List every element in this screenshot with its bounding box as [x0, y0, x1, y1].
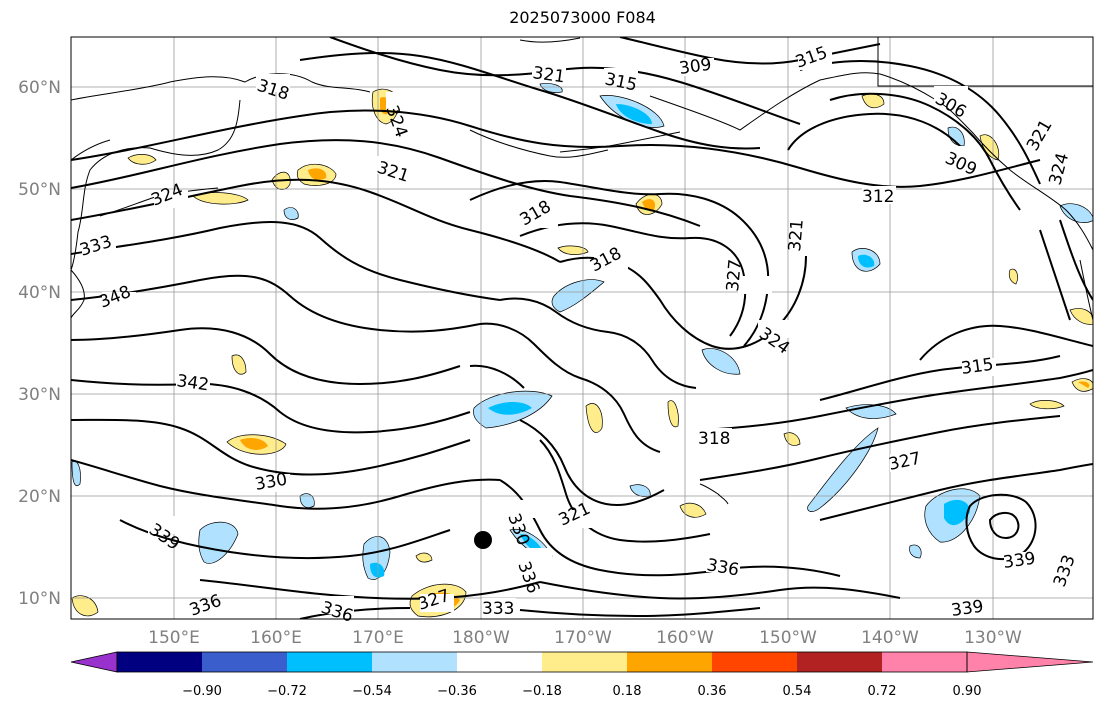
contour-label: 318 [698, 429, 730, 449]
lon-label: 140°W [861, 628, 919, 648]
positive-anomaly-core [240, 438, 268, 450]
positive-anomaly-region [1069, 308, 1093, 325]
hawaii-islands [699, 483, 729, 505]
negative-anomaly-core [944, 499, 970, 526]
colorbar-extend-low [70, 651, 118, 673]
negative-anomaly-region [551, 279, 605, 313]
negative-anomaly-region [701, 348, 741, 375]
colorbar-tick-label: 0.72 [868, 684, 897, 699]
colorbar-tick-label: −0.54 [352, 684, 392, 699]
colorbar-segment [117, 652, 202, 672]
lat-label: 40°N [18, 283, 61, 303]
negative-anomaly-region [1059, 203, 1093, 223]
contour-lines [71, 37, 1093, 619]
lon-label: 170°E [352, 628, 404, 648]
positive-anomaly-region [231, 354, 247, 375]
lon-label: 160°E [250, 628, 302, 648]
colorbar-tick-label: 0.90 [953, 684, 982, 699]
positive-anomaly-region [979, 134, 1000, 161]
contour-label: 342 [175, 371, 210, 395]
positive-anomaly-region [71, 595, 99, 617]
colorbar-tick-label: 0.54 [783, 684, 812, 699]
colorbar-tick-label: −0.72 [267, 684, 307, 699]
negative-anomaly-core [488, 402, 532, 415]
contour-label: 327 [723, 258, 746, 292]
colorbar-segment [712, 652, 797, 672]
lon-label: 150°E [148, 628, 200, 648]
contour-label: 333 [482, 599, 514, 619]
alaska-gulf-coast [879, 73, 1093, 251]
colorbar-segment [287, 652, 372, 672]
longitude-labels: 150°E 160°E 170°E 180°W 170°W 160°W 150°… [148, 628, 1022, 648]
japan-coast [71, 269, 85, 319]
negative-anomaly-region [283, 207, 299, 220]
lat-label: 10°N [18, 589, 61, 609]
colorbar-segment [542, 652, 627, 672]
contour-labels: 318 321 315 309 315 306 324 321 309 321 … [77, 43, 1098, 627]
positive-anomaly-region [415, 552, 433, 563]
positive-anomaly-region [1071, 378, 1093, 392]
contour-label: 309 [678, 55, 713, 79]
negative-anomaly-core [370, 562, 385, 578]
contour-label: 321 [785, 218, 808, 252]
negative-anomaly-region [539, 83, 563, 93]
contour-label: 339 [950, 597, 985, 621]
aleutian-islands [559, 131, 681, 153]
lat-label: 20°N [18, 487, 61, 507]
storm-center-marker [474, 531, 492, 549]
lon-label: 130°W [964, 628, 1022, 648]
lat-label: 60°N [18, 78, 61, 98]
sea-of-okhotsk-coast [71, 139, 111, 161]
positive-anomaly-region [1008, 268, 1018, 285]
lon-label: 180°W [452, 628, 510, 648]
colorbar-tick-label: 0.36 [698, 684, 727, 699]
positive-anomaly-region [1029, 400, 1065, 410]
latitude-labels: 60°N 50°N 40°N 30°N 20°N 10°N [18, 78, 61, 609]
siberia-coast [71, 73, 371, 101]
map-title: 2025073000 F084 [509, 8, 656, 27]
colorbar-segment [797, 652, 882, 672]
positive-anomaly-region [667, 400, 679, 428]
lon-label: 160°W [656, 628, 714, 648]
positive-anomaly-region [585, 403, 603, 433]
colorbar-segment [457, 652, 542, 672]
positive-anomaly-core [1078, 381, 1090, 388]
colorbar-extend-high [966, 651, 1094, 673]
contour-label: 321 [531, 63, 566, 87]
colorbar-tick-label: −0.18 [522, 684, 562, 699]
alaska-peninsula [649, 72, 881, 131]
contour-label: 312 [862, 187, 894, 207]
lon-label: 150°W [759, 628, 817, 648]
contour-label: 339 [1002, 549, 1037, 573]
positive-anomaly-core [642, 199, 656, 211]
colorbar-tick-label: −0.90 [182, 684, 222, 699]
positive-anomaly-core [308, 168, 327, 180]
colorbar-segment [882, 652, 967, 672]
positive-anomaly-region [557, 245, 589, 255]
lat-label: 50°N [18, 180, 61, 200]
negative-anomaly-region [909, 544, 922, 559]
colorbar-tick-label: 0.18 [613, 684, 642, 699]
alaska-west-coast [519, 37, 581, 43]
colorbar: −0.90 −0.72 −0.54 −0.36 −0.18 0.18 0.36 … [70, 651, 1094, 699]
colorbar-segment [627, 652, 712, 672]
bering-coast [469, 129, 609, 158]
colorbar-segment [372, 652, 457, 672]
contour-label: 315 [960, 355, 995, 379]
colorbar-outline [116, 651, 968, 673]
lon-label: 170°W [554, 628, 612, 648]
colorbar-segment [202, 652, 287, 672]
negative-anomaly-core [858, 254, 875, 268]
map-frame [70, 36, 1094, 620]
lat-label: 30°N [18, 385, 61, 405]
positive-anomaly-region [127, 154, 157, 165]
negative-anomaly-core [616, 104, 652, 124]
canada-border [877, 37, 1093, 87]
negative-anomaly-region [299, 493, 315, 508]
colorbar-tick-label: −0.36 [437, 684, 477, 699]
